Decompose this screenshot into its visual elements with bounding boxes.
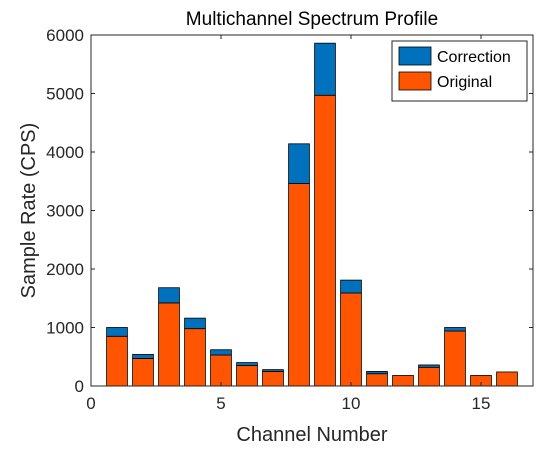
bar-correction-channel-6	[236, 362, 258, 366]
x-tick-label: 10	[342, 394, 361, 413]
chart-title: Multichannel Spectrum Profile	[186, 9, 438, 30]
bars-group	[106, 42, 518, 387]
bar-original-channel-4	[184, 328, 206, 387]
legend-swatch-correction	[398, 46, 432, 66]
bar-correction-channel-1	[106, 327, 128, 337]
bar-original-channel-10	[340, 292, 362, 387]
bar-correction-channel-2	[132, 354, 154, 359]
bar-original-channel-7	[262, 370, 284, 387]
bar-original-channel-3	[158, 302, 180, 387]
bar-original-channel-1	[106, 335, 128, 387]
x-axis-title: Channel Number	[236, 424, 388, 446]
bar-correction-channel-14	[444, 327, 466, 332]
y-tick-label: 5000	[46, 85, 84, 104]
y-tick-label: 6000	[46, 26, 84, 45]
legend-label-correction: Correction	[437, 49, 511, 66]
bar-original-channel-2	[132, 358, 154, 387]
bar-original-channel-11	[366, 373, 388, 387]
y-tick-label: 1000	[46, 319, 84, 338]
bar-correction-channel-5	[210, 349, 232, 356]
y-tick-label: 4000	[46, 143, 84, 162]
y-tick-label: 3000	[46, 202, 84, 221]
bar-original-channel-5	[210, 354, 232, 387]
bar-original-channel-9	[314, 94, 336, 387]
x-tick-label: 5	[216, 394, 225, 413]
bar-correction-channel-7	[262, 369, 284, 372]
y-tick-label: 0	[75, 377, 84, 396]
bar-correction-channel-11	[366, 370, 388, 375]
bar-correction-channel-8	[288, 143, 310, 184]
bar-original-channel-16	[496, 371, 518, 387]
y-tick-label: 2000	[46, 260, 84, 279]
bar-correction-channel-9	[314, 42, 336, 96]
bar-correction-channel-4	[184, 317, 206, 330]
legend: Correction Original	[391, 40, 528, 102]
bar-correction-channel-10	[340, 279, 362, 294]
x-tick-label: 15	[472, 394, 491, 413]
axes-group: 0 5 10 15 0 1000 2000 3000 4000 5000 6000	[46, 26, 534, 413]
bar-original-channel-6	[236, 365, 258, 387]
bar-correction-channel-13	[418, 364, 440, 368]
bar-original-channel-13	[418, 366, 440, 387]
bar-original-channel-12	[392, 375, 414, 387]
y-axis-title: Sample Rate (CPS)	[18, 123, 40, 299]
bar-original-channel-8	[288, 183, 310, 387]
legend-label-original: Original	[437, 74, 492, 91]
bar-original-channel-14	[444, 330, 466, 387]
legend-swatch-original	[398, 71, 432, 91]
bar-correction-channel-3	[158, 287, 180, 304]
x-tick-label: 0	[86, 394, 95, 413]
